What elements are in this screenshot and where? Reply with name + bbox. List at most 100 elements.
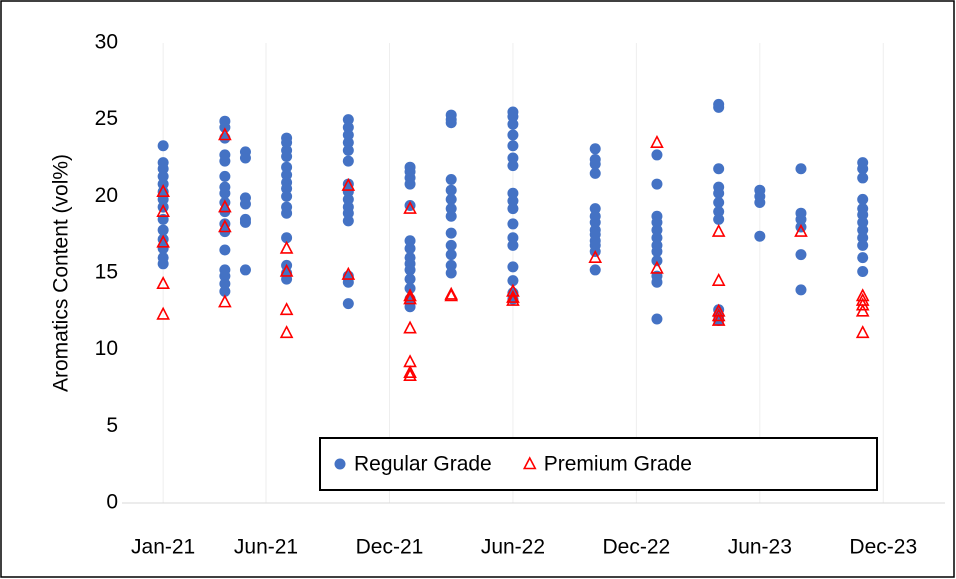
point [157, 163, 169, 175]
point [156, 234, 170, 248]
point [445, 184, 457, 196]
point [404, 235, 416, 247]
y-tick-label: 20 [95, 184, 118, 207]
point [711, 272, 726, 286]
point [507, 218, 519, 230]
point [281, 161, 293, 173]
point [855, 297, 870, 311]
point [281, 207, 293, 219]
point [651, 232, 663, 244]
point [713, 196, 725, 208]
point [857, 163, 869, 175]
point [342, 137, 354, 149]
point [857, 172, 869, 184]
point [711, 312, 726, 326]
y-tick-label: 15 [95, 261, 118, 284]
point [589, 143, 601, 155]
x-tick-label: Dec-21 [356, 536, 424, 559]
x-tick-label: Dec-22 [603, 536, 671, 559]
point [445, 239, 457, 251]
point [507, 203, 519, 215]
point [342, 178, 354, 190]
point [281, 137, 293, 149]
point [713, 213, 725, 225]
point [507, 261, 519, 273]
point [855, 303, 870, 317]
point [404, 264, 416, 276]
point [651, 224, 663, 236]
point [507, 232, 519, 244]
point [219, 187, 231, 199]
point [795, 249, 807, 261]
x-tick-label: Jan-21 [131, 536, 195, 559]
point [651, 276, 663, 288]
point [855, 325, 870, 339]
point [342, 193, 354, 205]
legend-box [319, 437, 878, 491]
point [404, 273, 416, 285]
x-tick-label: Dec-23 [849, 536, 917, 559]
point [279, 240, 294, 254]
point [157, 170, 169, 182]
point [795, 213, 807, 225]
point [507, 195, 519, 207]
point [857, 239, 869, 251]
point [239, 152, 251, 164]
point [156, 276, 170, 290]
point [342, 129, 354, 141]
point [754, 196, 766, 208]
point [857, 252, 869, 264]
point [157, 140, 169, 152]
point [341, 266, 356, 280]
point [589, 167, 601, 179]
point [444, 286, 459, 300]
point [218, 127, 232, 141]
point [279, 302, 294, 316]
point [857, 193, 869, 205]
point [342, 155, 354, 167]
x-tick-label: Jun-21 [234, 536, 298, 559]
point [651, 149, 663, 161]
point [279, 325, 294, 339]
point [507, 160, 519, 172]
point [506, 292, 520, 306]
point [157, 186, 169, 198]
point [281, 183, 293, 195]
point [342, 215, 354, 227]
y-tick-label: 0 [106, 491, 118, 514]
x-tick-label: Jun-22 [481, 536, 545, 559]
point [507, 129, 519, 141]
point [507, 111, 519, 123]
x-tick-label: Jun-23 [728, 536, 792, 559]
point [651, 246, 663, 258]
legend-label: Premium Grade [544, 453, 692, 476]
point [857, 209, 869, 221]
point [713, 101, 725, 113]
point [445, 210, 457, 222]
y-tick-label: 5 [106, 414, 118, 437]
point [404, 242, 416, 254]
y-tick-label: 25 [95, 107, 118, 130]
point [589, 203, 601, 215]
point [219, 278, 231, 290]
legend-marker [522, 456, 537, 470]
point [507, 140, 519, 152]
point [445, 227, 457, 239]
point [157, 242, 169, 254]
point [279, 263, 294, 277]
point [711, 223, 726, 237]
point [342, 207, 354, 219]
point [403, 364, 417, 378]
point [219, 270, 231, 282]
point [507, 187, 519, 199]
point [403, 291, 417, 305]
point [795, 163, 807, 175]
point [403, 368, 417, 382]
point [156, 184, 170, 198]
point [795, 284, 807, 296]
point [445, 117, 457, 129]
point [651, 313, 663, 325]
point [218, 199, 232, 213]
point [651, 178, 663, 190]
legend-marker [334, 458, 346, 470]
